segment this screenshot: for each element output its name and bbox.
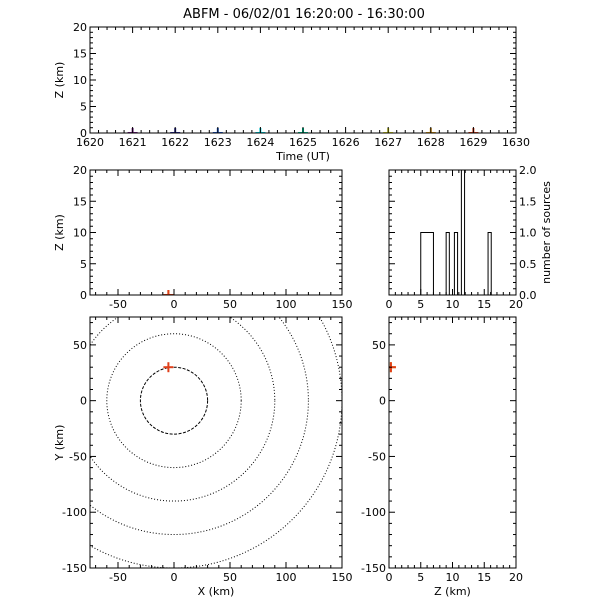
x-tick-label: 5 bbox=[417, 298, 424, 311]
y-tick-label: 15 bbox=[73, 195, 87, 208]
histogram-line bbox=[389, 170, 516, 295]
x-axis-label: Z (km) bbox=[434, 585, 471, 598]
x-tick-label: 20 bbox=[509, 571, 523, 584]
y-tick-label: 1.5 bbox=[519, 195, 537, 208]
x-tick-label: 150 bbox=[332, 571, 353, 584]
x-tick-label: 1625 bbox=[289, 136, 317, 149]
y-axis-label: Z (km) bbox=[53, 214, 66, 251]
y-tick-label: 0 bbox=[80, 395, 87, 408]
y-axis-label: Y (km) bbox=[53, 425, 66, 462]
x-tick-label: 5 bbox=[417, 571, 424, 584]
x-tick-label: 150 bbox=[332, 298, 353, 311]
y-tick-label: 50 bbox=[372, 339, 386, 352]
range-ring bbox=[90, 317, 309, 535]
plot-frame bbox=[388, 316, 517, 569]
y-tick-label: 2.0 bbox=[519, 164, 537, 177]
range-ring bbox=[139, 366, 209, 435]
x-tick-label: 1628 bbox=[417, 136, 445, 149]
x-tick-label: 100 bbox=[276, 298, 297, 311]
x-tick-label: 1620 bbox=[76, 136, 104, 149]
y-tick-label: 20 bbox=[73, 21, 87, 34]
y-tick-label: -150 bbox=[62, 562, 87, 575]
x-tick-label: 1627 bbox=[374, 136, 402, 149]
x-tick-label: 1630 bbox=[502, 136, 530, 149]
y-tick-label: 0 bbox=[379, 395, 386, 408]
x-tick-label: 10 bbox=[446, 298, 460, 311]
panel-altitude-y: 0 5 10 15 20 -150 -100 -50 0 50 Z (km) bbox=[361, 316, 523, 598]
x-tick-label: 15 bbox=[477, 571, 491, 584]
panels: 1620 1621 1622 1623 1624 1625 1626 1627 1628 1629… bbox=[53, 21, 554, 598]
x-tick-label: 1621 bbox=[119, 136, 147, 149]
plot-frame bbox=[89, 26, 517, 134]
y-tick-label: 0.5 bbox=[519, 258, 537, 271]
x-tick-label: -50 bbox=[109, 298, 127, 311]
figure-title: ABFM - 06/02/01 16:20:00 - 16:30:00 bbox=[183, 7, 425, 22]
x-tick-label: 20 bbox=[509, 298, 523, 311]
range-ring bbox=[90, 317, 276, 502]
y-tick-label: -150 bbox=[361, 562, 386, 575]
y-tick-label: 5 bbox=[80, 258, 87, 271]
x-tick-label: -50 bbox=[109, 571, 127, 584]
panel-time-altitude: 1620 1621 1622 1623 1624 1625 1626 1627 1628 1629… bbox=[53, 21, 530, 163]
x-tick-label: 15 bbox=[477, 298, 491, 311]
data-layer bbox=[389, 170, 516, 295]
x-axis-label: X (km) bbox=[198, 585, 235, 598]
y-tick-label: 10 bbox=[73, 74, 87, 87]
data-layer bbox=[90, 317, 342, 568]
y-tick-label: -100 bbox=[62, 506, 87, 519]
x-tick-label: 1622 bbox=[161, 136, 189, 149]
y-tick-label: -100 bbox=[361, 506, 386, 519]
range-ring bbox=[90, 317, 342, 568]
panel-x-altitude: -50 0 50 100 150 0 5 10 15 20 Z (km) bbox=[53, 164, 353, 311]
x-tick-label: 0 bbox=[386, 571, 393, 584]
x-tick-label: 0 bbox=[171, 571, 178, 584]
x-tick-label: 50 bbox=[223, 571, 237, 584]
x-tick-label: 1624 bbox=[246, 136, 274, 149]
y-axis-label: number of sources bbox=[540, 181, 553, 284]
x-tick-label: 0 bbox=[386, 298, 393, 311]
plot-frame bbox=[89, 316, 343, 569]
y-tick-label: 15 bbox=[73, 48, 87, 61]
y-tick-label: -50 bbox=[69, 450, 87, 463]
x-tick-label: 1623 bbox=[204, 136, 232, 149]
y-axis-label: Z (km) bbox=[53, 62, 66, 99]
y-tick-label: 1.0 bbox=[519, 227, 537, 240]
plot-frame bbox=[388, 169, 517, 296]
y-tick-label: 0.0 bbox=[519, 289, 537, 302]
range-ring bbox=[106, 333, 242, 469]
y-tick-label: 0 bbox=[80, 289, 87, 302]
y-tick-label: 20 bbox=[73, 164, 87, 177]
x-tick-label: 1629 bbox=[459, 136, 487, 149]
x-tick-label: 1626 bbox=[332, 136, 360, 149]
x-tick-label: 100 bbox=[276, 571, 297, 584]
x-axis-label: Time (UT) bbox=[275, 150, 330, 163]
data-layer bbox=[163, 290, 174, 295]
y-tick-label: 50 bbox=[73, 339, 87, 352]
plot-frame bbox=[89, 169, 343, 296]
x-tick-label: 0 bbox=[171, 298, 178, 311]
y-tick-label: 10 bbox=[73, 227, 87, 240]
y-tick-label: 5 bbox=[80, 101, 87, 114]
y-tick-label: 0 bbox=[80, 127, 87, 140]
y-tick-label: -50 bbox=[368, 450, 386, 463]
x-tick-label: 50 bbox=[223, 298, 237, 311]
x-tick-label: 10 bbox=[446, 571, 460, 584]
